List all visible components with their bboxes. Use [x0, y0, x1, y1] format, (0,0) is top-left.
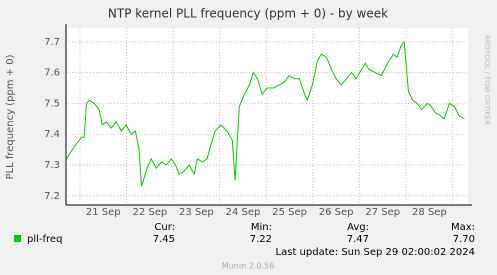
plot-area — [66, 28, 468, 205]
stat-value: 7.47 — [347, 234, 369, 245]
stat-header: Min: — [251, 222, 272, 233]
legend-label: pll-freq — [27, 234, 62, 245]
footer: Munin 2.0.56 — [222, 262, 274, 271]
x-tick-label: 24 Sep — [226, 207, 261, 218]
x-tick-label: 21 Sep — [86, 207, 121, 218]
chart-title: NTP kernel PLL frequency (ppm + 0) - by … — [108, 7, 388, 21]
y-tick-label: 7.6 — [44, 68, 60, 79]
stat-header: Avg: — [347, 222, 369, 233]
x-tick-label: 26 Sep — [319, 207, 354, 218]
data-line — [66, 40, 465, 187]
plot-layer: 7.2 7.3 7.4 7.5 7.6 7.7 21 Sep 22 Sep 23 Sep 24 S… — [14, 24, 475, 245]
x-tick-label: 27 Sep — [365, 207, 400, 218]
x-tick-label: 22 Sep — [132, 207, 167, 218]
last-update: Last update: Sun Sep 29 02:00:02 2024 — [276, 247, 475, 258]
y-tick-label: 7.4 — [44, 129, 60, 140]
x-tick-label: 25 Sep — [272, 207, 307, 218]
stat-value: 7.22 — [250, 234, 272, 245]
y-tick-label: 7.5 — [44, 98, 60, 109]
watermark: RRDTOOL / TOBI OETIKER — [483, 35, 491, 125]
x-tick-label: 23 Sep — [179, 207, 214, 218]
y-axis-label: PLL frequency (ppm + 0) — [5, 54, 16, 179]
legend-swatch — [14, 235, 21, 242]
y-tick-label: 7.2 — [44, 191, 60, 202]
stat-header: Max: — [451, 222, 475, 233]
y-tick-label: 7.3 — [44, 160, 60, 171]
stat-value: 7.45 — [153, 234, 175, 245]
x-tick-label: 28 Sep — [412, 207, 447, 218]
stat-value: 7.70 — [453, 234, 475, 245]
stat-header: Cur: — [154, 222, 175, 233]
y-tick-label: 7.7 — [44, 37, 60, 48]
